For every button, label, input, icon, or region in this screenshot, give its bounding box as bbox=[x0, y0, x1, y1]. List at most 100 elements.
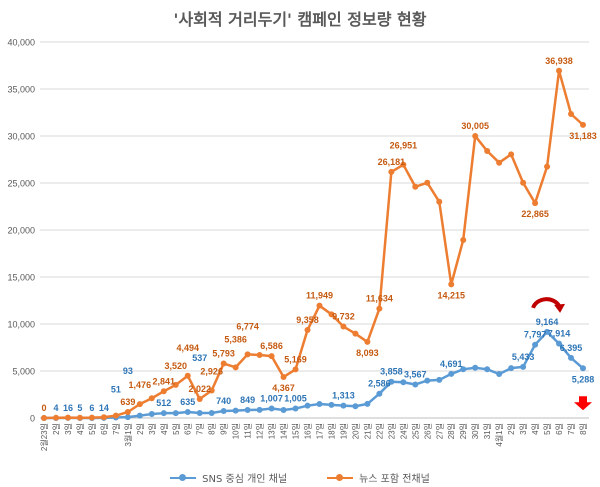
y-tick-label: 25,000 bbox=[7, 179, 35, 189]
data-label: 11,949 bbox=[306, 291, 333, 301]
data-point bbox=[304, 327, 311, 334]
y-tick-label: 20,000 bbox=[7, 226, 35, 236]
y-tick-label: 15,000 bbox=[7, 273, 35, 283]
data-point bbox=[556, 340, 563, 347]
data-point bbox=[484, 148, 491, 155]
x-tick-label: 16일 bbox=[304, 423, 313, 439]
data-point bbox=[304, 402, 311, 409]
data-label: 6,586 bbox=[260, 341, 283, 351]
data-point bbox=[280, 407, 287, 414]
data-point bbox=[76, 414, 83, 421]
legend-swatch-sns bbox=[170, 473, 197, 483]
x-tick-label: 5일 bbox=[172, 423, 181, 435]
data-label: 36,938 bbox=[545, 56, 573, 66]
data-point bbox=[424, 377, 431, 384]
data-label: 6 bbox=[89, 403, 94, 413]
x-tick-label: 25일 bbox=[411, 423, 420, 439]
data-point bbox=[496, 371, 503, 378]
data-point bbox=[244, 407, 251, 414]
data-label: 30,005 bbox=[461, 121, 489, 131]
data-point bbox=[268, 405, 275, 412]
curved-arrow-head bbox=[554, 303, 566, 313]
data-label: 1,313 bbox=[332, 391, 355, 401]
data-point bbox=[160, 410, 167, 417]
x-tick-label: 2월23일 bbox=[39, 423, 49, 451]
data-point bbox=[400, 161, 407, 168]
data-point bbox=[232, 407, 239, 414]
data-label: 3,858 bbox=[380, 367, 403, 377]
chart-title: '사회적 거리두기' 캠페인 정보량 현황 bbox=[173, 10, 427, 29]
data-label: 16 bbox=[63, 403, 73, 413]
data-label: 9,358 bbox=[296, 315, 319, 325]
data-point bbox=[292, 405, 299, 412]
data-point bbox=[424, 179, 431, 186]
x-tick-label: 3일 bbox=[64, 423, 73, 435]
data-point bbox=[568, 354, 575, 361]
x-tick-label: 17일 bbox=[315, 423, 324, 439]
data-point bbox=[64, 414, 71, 421]
data-point bbox=[124, 408, 131, 415]
x-tick-label: 3월1일 bbox=[123, 423, 133, 447]
data-point bbox=[172, 410, 179, 417]
x-tick-label: 4일 bbox=[531, 423, 540, 435]
data-point bbox=[328, 401, 335, 408]
data-label: 9,732 bbox=[332, 312, 355, 322]
data-label: 5,169 bbox=[284, 354, 307, 364]
x-tick-label: 21일 bbox=[363, 423, 372, 439]
data-label: 22,865 bbox=[521, 209, 549, 219]
data-label: 5,433 bbox=[512, 352, 535, 362]
data-point bbox=[100, 414, 107, 421]
data-point bbox=[148, 411, 155, 418]
x-tick-label: 18일 bbox=[327, 423, 336, 439]
x-tick-label: 10일 bbox=[232, 423, 241, 439]
data-point bbox=[160, 388, 167, 395]
x-tick-label: 7일 bbox=[567, 423, 576, 435]
x-tick-label: 2일 bbox=[507, 423, 516, 435]
data-label: 2,586 bbox=[368, 379, 391, 389]
data-point bbox=[184, 372, 191, 379]
data-label: 1,005 bbox=[284, 394, 307, 404]
data-point bbox=[220, 360, 227, 367]
data-point bbox=[268, 353, 275, 360]
y-tick-label: 40,000 bbox=[7, 38, 35, 48]
data-point bbox=[580, 365, 586, 372]
data-point bbox=[232, 364, 239, 371]
data-label: 2,022 bbox=[188, 384, 211, 394]
x-tick-label: 6일 bbox=[100, 423, 109, 435]
data-label: 8,093 bbox=[356, 348, 379, 358]
data-label: 512 bbox=[156, 398, 171, 408]
x-tick-label: 3일 bbox=[519, 423, 528, 435]
data-point bbox=[88, 414, 95, 421]
data-label: 14,215 bbox=[437, 290, 465, 300]
data-label: 26,181 bbox=[378, 157, 406, 167]
data-label: 11,634 bbox=[366, 294, 393, 304]
data-label: 1,007 bbox=[260, 394, 283, 404]
data-point bbox=[508, 151, 515, 158]
data-point bbox=[196, 409, 203, 416]
x-tick-label: 2일 bbox=[136, 423, 145, 435]
data-point bbox=[340, 402, 347, 409]
x-tick-label: 7일 bbox=[112, 423, 121, 435]
x-tick-label: 27일 bbox=[435, 423, 444, 439]
data-point bbox=[256, 406, 263, 413]
data-label: 1,476 bbox=[129, 380, 152, 390]
x-tick-label: 6일 bbox=[184, 423, 193, 435]
x-tick-label: 19일 bbox=[339, 423, 348, 439]
series-line-sns bbox=[43, 330, 584, 420]
legend-swatch-news bbox=[327, 473, 354, 483]
data-label: 537 bbox=[192, 353, 207, 363]
data-point bbox=[520, 179, 527, 186]
x-tick-label: 15일 bbox=[292, 423, 301, 439]
legend-label-sns: SNS 중심 개인 채널 bbox=[202, 474, 288, 485]
x-tick-label: 22일 bbox=[375, 423, 384, 439]
data-point bbox=[436, 376, 443, 383]
x-tick-label: 24일 bbox=[399, 423, 408, 439]
data-point bbox=[400, 379, 407, 386]
data-point bbox=[388, 168, 395, 175]
data-label: 51 bbox=[111, 385, 121, 395]
data-point bbox=[316, 302, 323, 309]
data-label: 0 bbox=[41, 403, 46, 413]
data-label: 14 bbox=[99, 403, 109, 413]
x-tick-label: 6일 bbox=[555, 423, 564, 435]
